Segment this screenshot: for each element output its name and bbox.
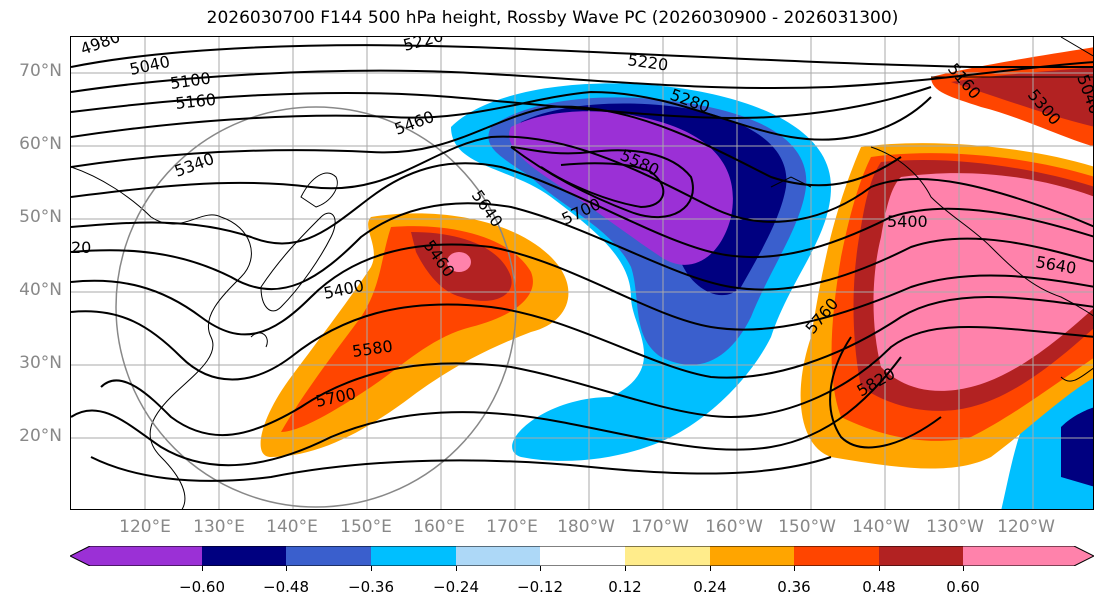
colorbar-tick-label: 0.36 [777, 578, 811, 596]
lon-label-170w: 170°W [631, 517, 689, 537]
lon-label-160e: 160°E [413, 517, 465, 537]
colorbar-tick-label: 0.12 [608, 578, 642, 596]
lat-label-50n: 50°N [19, 207, 62, 227]
colorbar-tickmark [286, 566, 287, 571]
map-panel: 4980 5040 5100 5160 5220 5220 5280 5340 … [70, 36, 1094, 510]
colorbar-swatch [202, 546, 286, 566]
colorbar-tickmark [794, 566, 795, 571]
colorbar-tickmark [625, 566, 626, 571]
lon-label-150w: 150°W [778, 517, 836, 537]
contour-label: 5100 [169, 68, 212, 92]
colorbar-tick-label: 0.24 [693, 578, 727, 596]
colorbar-swatch [286, 546, 371, 566]
lon-label-120w: 120°W [997, 517, 1055, 537]
lat-label-20n: 20°N [19, 426, 62, 446]
reference-circle [115, 106, 517, 508]
positive-anomaly-region-east [800, 47, 1093, 469]
contour-label: 5460 [392, 107, 437, 139]
lon-label-160w: 160°W [705, 517, 763, 537]
colorbar-tickmark [963, 566, 964, 571]
positive-anomaly-region-west [260, 213, 569, 457]
colorbar-swatch [710, 546, 794, 566]
colorbar-swatch [456, 546, 540, 566]
colorbar-tick-label: −0.60 [179, 578, 225, 596]
contour-label: 5220 [401, 37, 445, 55]
lon-label-170e: 170°E [486, 517, 538, 537]
colorbar-swatch [794, 546, 879, 566]
contour-label: 5160 [174, 90, 216, 113]
map-title: 2026030700 F144 500 hPa height, Rossby W… [206, 8, 899, 28]
colorbar-swatch [540, 546, 625, 566]
lat-label-60n: 60°N [19, 134, 62, 154]
colorbar-tickmark [879, 566, 880, 571]
colorbar-tickmark [710, 566, 711, 571]
height-contours [71, 44, 1093, 482]
colorbar-swatch [90, 546, 202, 566]
lat-label-40n: 40°N [19, 280, 62, 300]
colorbar-tick-label: 0.48 [862, 578, 896, 596]
contour-label: 4980 [78, 37, 123, 59]
lon-label-150e: 150°E [340, 517, 392, 537]
colorbar-segments [70, 546, 1094, 566]
colorbar-tick-label: −0.12 [517, 578, 563, 596]
contour-label: 5400 [887, 212, 928, 231]
colorbar-tick-label: −0.24 [433, 578, 479, 596]
colorbar-tick-label: 0.60 [946, 578, 980, 596]
lon-label-180w: 180°W [557, 517, 615, 537]
colorbar-swatch [963, 546, 1074, 566]
colorbar-swatch [879, 546, 963, 566]
colorbar-tick-label: −0.48 [263, 578, 309, 596]
colorbar-tickmark [371, 566, 372, 571]
colorbar-swatch [371, 546, 456, 566]
lon-label-120e: 120°E [119, 517, 171, 537]
lat-label-30n: 30°N [19, 353, 62, 373]
lon-label-140w: 140°W [852, 517, 910, 537]
lon-label-140e: 140°E [266, 517, 318, 537]
colorbar-tickmark [456, 566, 457, 571]
colorbar-tick-label: −0.36 [348, 578, 394, 596]
coastlines [71, 37, 1093, 509]
colorbar-swatch [1074, 546, 1094, 566]
colorbar-swatch [70, 546, 90, 566]
contour-label: 5040 [128, 52, 172, 79]
contour-label: 20 [71, 238, 91, 257]
lon-label-130e: 130°E [193, 517, 245, 537]
colorbar-tickmark [540, 566, 541, 571]
map-svg: 4980 5040 5100 5160 5220 5220 5280 5340 … [71, 37, 1093, 509]
colorbar-swatch [625, 546, 710, 566]
colorbar [70, 546, 1094, 566]
lon-label-130w: 130°W [926, 517, 984, 537]
colorbar-tickmark [202, 566, 203, 571]
lat-label-70n: 70°N [19, 61, 62, 81]
